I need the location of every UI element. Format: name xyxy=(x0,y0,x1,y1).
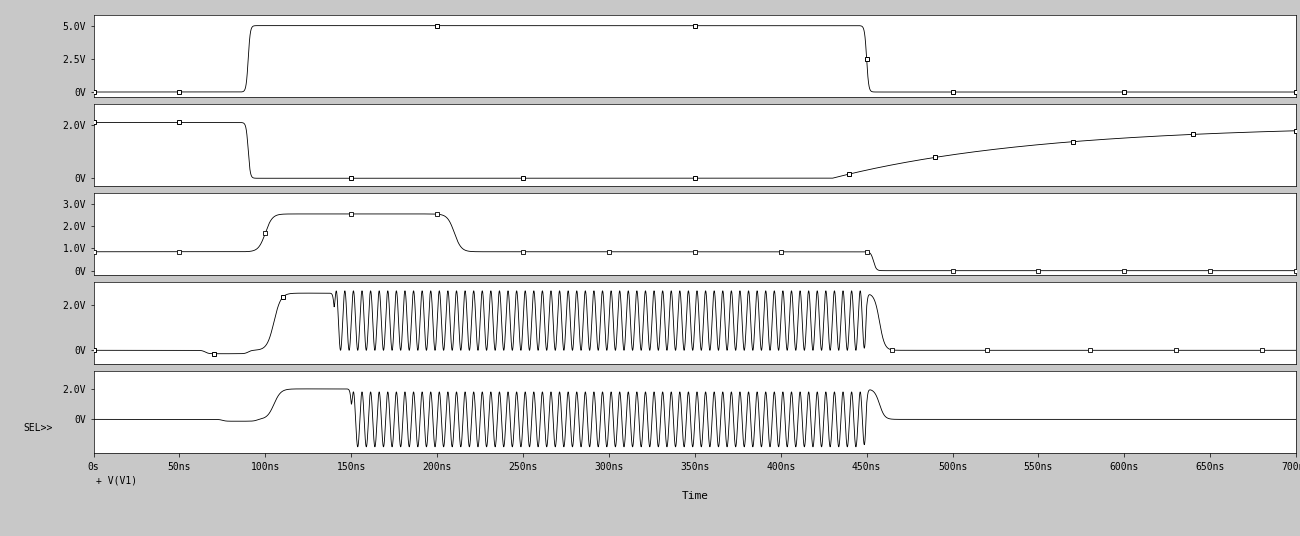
Text: □ V(Vi): □ V(Vi) xyxy=(100,201,140,211)
Text: SEL>>: SEL>> xyxy=(23,423,53,433)
Text: □ V(Vtran): □ V(Vtran) xyxy=(100,112,159,122)
Text: + V(V1): + V(V1) xyxy=(96,476,136,486)
Text: □ V(Vc1): □ V(Vc1) xyxy=(100,290,147,300)
X-axis label: Time: Time xyxy=(681,492,709,501)
Text: □ V(Vc2): □ V(Vc2) xyxy=(100,379,147,389)
